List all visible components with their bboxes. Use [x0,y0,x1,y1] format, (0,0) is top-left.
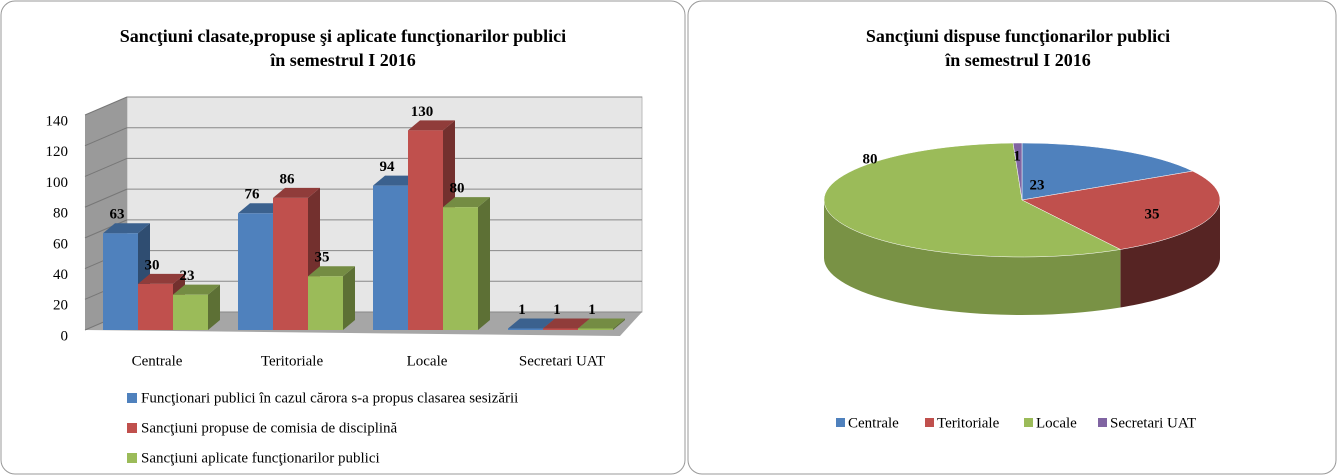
bar [443,207,478,330]
value-label: 80 [863,151,878,167]
legend-label: Funcţionari publici în cazul cărora s-a … [141,390,518,406]
bar-top [173,284,220,295]
legend-swatch [1098,418,1107,427]
bar [373,185,408,330]
x-tick-label: Teritoriale [261,353,324,369]
bar [508,328,543,330]
y-tick-label: 100 [46,175,69,191]
y-tick-label: 140 [46,113,69,129]
bar-side [208,284,220,330]
bar [273,197,308,330]
chart-title: în semestrul I 2016 [269,50,416,70]
bar [173,294,208,330]
bar-top [508,318,555,329]
bar-side [343,266,355,330]
value-label: 63 [110,207,125,223]
bar-side [613,318,625,330]
chart-title: Sancţiuni clasate,propuse şi aplicate fu… [120,26,566,46]
y-tick-label: 40 [53,267,68,283]
chart-title: Sancţiuni dispuse funcţionarilor publici [866,26,1170,46]
slice-side [824,200,1121,315]
value-label: 30 [145,257,160,273]
value-label: 1 [1013,148,1021,164]
value-label: 23 [180,268,195,284]
bar [138,283,173,330]
legend-swatch [127,393,137,403]
y-tick-label: 120 [46,144,69,160]
slice-side [1120,200,1220,308]
bar-top [103,223,150,234]
value-label: 35 [315,250,330,266]
value-label: 80 [450,181,465,197]
legend-swatch [925,418,934,427]
value-label: 1 [518,302,526,318]
bar-top [443,197,490,208]
bar [543,328,578,330]
legend-label: Centrale [848,415,899,431]
pie-slice [1021,142,1194,201]
chart-title: în semestrul I 2016 [944,50,1091,70]
y-tick-label: 60 [53,236,68,252]
bar-top [308,266,355,277]
pie-slice [823,142,1122,258]
value-label: 86 [280,171,296,187]
legend-label: Locale [1036,415,1077,431]
y-tick-label: 0 [61,328,69,344]
floor [85,312,642,336]
y-tick-label: 20 [53,298,68,314]
bar-top [138,273,185,284]
legend-swatch [836,418,845,427]
grid-line-side [84,188,128,208]
x-tick-label: Centrale [132,353,183,369]
legend-swatch [127,453,137,463]
pie-slice [1021,170,1221,250]
legend-swatch [127,423,137,433]
value-label: 35 [1145,206,1160,222]
legend-label: Secretari UAT [1110,415,1196,431]
x-tick-label: Locale [407,353,448,369]
grid-line-side [84,127,128,147]
grid-line-side [84,157,128,177]
value-label: 130 [411,104,434,120]
grid-line-side [84,219,128,239]
bar-top [543,318,590,329]
bar [408,130,443,330]
bar [238,213,273,330]
grid-line-side [84,96,128,116]
value-label: 23 [1030,177,1045,193]
value-label: 1 [588,302,596,318]
bar-top [408,120,455,131]
bar [103,233,138,330]
bar [308,276,343,330]
legend-label: Sancţiuni propuse de comisia de discipli… [141,420,398,436]
legend-label: Teritoriale [937,415,1000,431]
bar [578,328,613,330]
bar-side [478,197,490,330]
x-tick-label: Secretari UAT [519,353,605,369]
value-label: 94 [380,159,396,175]
bar-top [578,318,625,329]
value-label: 1 [553,302,561,318]
pie-slice [1012,142,1023,201]
value-label: 76 [245,187,261,203]
legend-label: Sancţiuni aplicate funcţionarilor public… [141,450,380,466]
bar-top [273,187,320,198]
y-tick-label: 80 [53,206,68,222]
legend-swatch [1024,418,1033,427]
